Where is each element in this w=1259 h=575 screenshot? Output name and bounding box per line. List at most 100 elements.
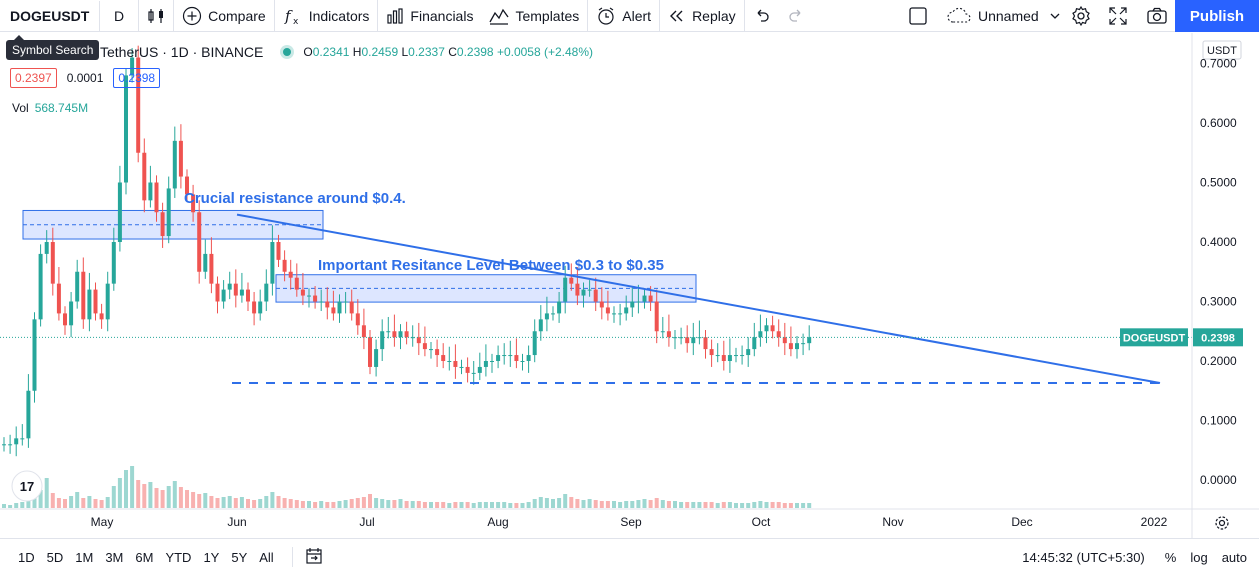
candle-body [349,301,354,314]
range-button-3m[interactable]: 3M [105,549,124,565]
candle-body [99,313,104,320]
templates-button[interactable]: Templates [481,0,587,32]
percent-scale-toggle[interactable]: % [1164,550,1177,565]
candle-body [410,337,415,339]
volume-bar [746,503,751,508]
svg-text:f: f [284,7,293,25]
volume-legend: Vol 568.745M [12,101,88,115]
chart-drawings[interactable]: Crucial resistance around $0.4. Important… [0,190,1192,502]
redo-button[interactable] [779,0,813,32]
volume-bar [514,503,519,508]
candle-body [532,331,537,356]
candle-body [581,289,586,296]
range-button-1m[interactable]: 1M [75,549,94,565]
last-price-label[interactable]: DOGEUSDT 0.2398 [1120,328,1243,347]
fullscreen-layout-button[interactable] [900,0,936,32]
candle-body [605,307,610,314]
volume-bar [142,484,147,508]
range-button-1y[interactable]: 1Y [203,549,220,565]
time-axis[interactable]: May Jun Jul Aug Sep Oct Nov Dec 2022 [0,508,1259,530]
financials-button[interactable]: Financials [378,0,481,32]
auto-scale-toggle[interactable]: auto [1221,550,1247,565]
volume-bar [410,501,415,508]
candle-body [520,361,525,362]
volume-bar [459,502,464,508]
layout-name-button[interactable]: Unnamed [938,0,1069,32]
goto-date-button[interactable] [305,547,323,568]
volume-bar [727,502,732,508]
currency-box[interactable] [1202,40,1242,60]
candle-body [666,331,671,338]
volume-bar [648,500,653,508]
range-button-1d[interactable]: 1D [18,549,35,565]
volume-bar [605,501,610,508]
fullscreen-button[interactable] [1100,0,1136,32]
candle-body [276,242,281,260]
volume-bar [587,499,592,508]
log-scale-toggle[interactable]: log [1190,550,1208,565]
sell-price-button[interactable]: 0.2397 [10,68,57,88]
annotation-resistance-03[interactable]: Important Resitance Level Between $0.3 t… [318,257,664,274]
range-button-5y[interactable]: 5Y [231,549,248,565]
volume-bar [441,502,446,508]
volume-bar [343,500,348,508]
spread-value: 0.0001 [66,71,104,85]
candle-body [459,366,464,368]
settings-button[interactable] [1062,0,1100,32]
volume-bar [404,501,409,508]
range-button-6m[interactable]: 6M [135,549,154,565]
publish-button[interactable]: Publish [1175,0,1259,32]
market-status-dot [283,48,292,56]
axis-settings-gear-icon[interactable] [1215,516,1229,530]
toolbar-divider [273,0,275,32]
logo-glyph: 17 [20,479,34,494]
candle-body [227,283,232,290]
interval-button[interactable]: D [100,0,138,32]
tradingview-logo-icon[interactable]: 17 [11,470,43,502]
buy-price-button[interactable]: 0.2398 [113,68,161,88]
annotation-resistance-04[interactable]: Crucial resistance around $0.4. [184,190,406,207]
candle-body [166,188,171,237]
volume-bar [807,503,812,508]
alert-button[interactable]: Alert [588,0,659,32]
volume-bar [2,504,6,508]
compare-button[interactable]: Compare [174,0,274,32]
alarm-clock-icon [598,7,614,25]
candle-body [630,301,635,308]
volume-bar [752,502,757,508]
volume-bar [544,498,549,508]
range-button-ytd[interactable]: YTD [165,549,192,565]
candle-body [435,349,440,356]
toolbar-divider [377,0,379,32]
volume-bar [734,503,738,508]
price-chart[interactable]: Crucial resistance around $0.4. Important… [0,33,1259,538]
volume-bar [14,503,19,508]
snapshot-button[interactable] [1138,0,1176,32]
undo-button[interactable] [745,0,779,32]
replay-button[interactable]: Replay [660,0,744,32]
volume-bar [221,497,226,508]
candle-body [727,355,732,361]
time-tick-label: Jul [359,515,374,529]
price-tick-label: 0.4000 [1200,235,1237,249]
candle-body [636,301,641,303]
volume-bar [721,502,726,508]
range-button-all[interactable]: All [259,549,274,565]
candle-body [221,289,226,302]
volume-bar [660,500,665,508]
chart-type-button[interactable] [139,0,173,32]
candle-body [361,325,366,338]
descending-trendline[interactable] [236,213,1161,384]
volume-bar [386,500,391,508]
symbol-search-button[interactable]: DOGEUSDT [0,0,100,31]
candle-body [490,361,494,362]
clock-timezone[interactable]: 14:45:32 (UTC+5:30) [1022,550,1145,565]
range-button-5d[interactable]: 5D [46,549,64,565]
volume-bar [380,499,385,508]
ohlc-values: O0.2341 H0.2459 L0.2337 C0.2398 +0.0058 … [303,45,593,59]
time-tick-label: Dec [1011,515,1032,529]
legend-title[interactable]: TetherUS · 1D · BINANCE [100,44,264,60]
